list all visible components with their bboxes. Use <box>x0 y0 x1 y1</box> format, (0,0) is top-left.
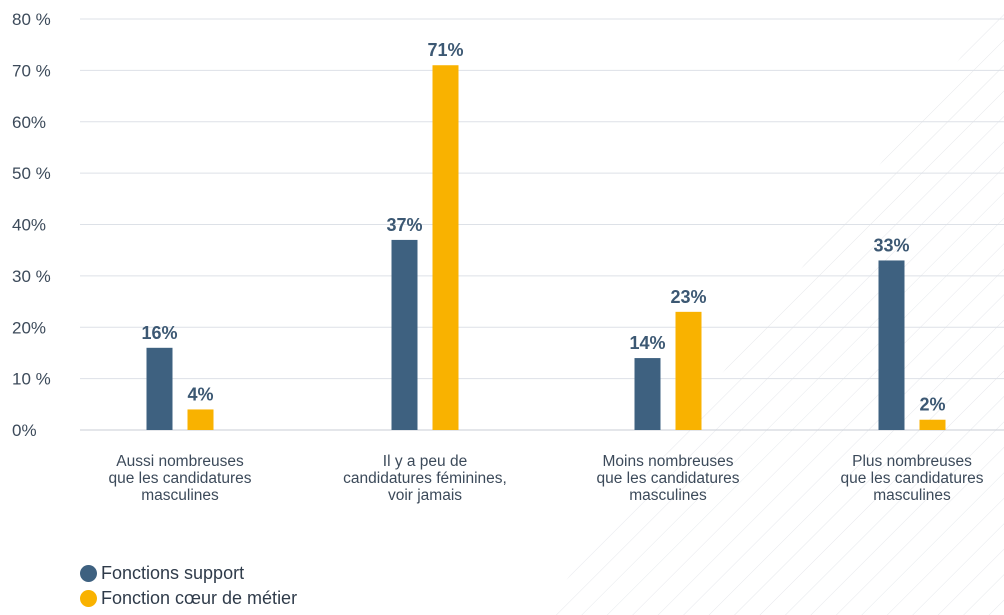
category-label: Moins nombreuses que les candidatures ma… <box>596 453 740 504</box>
data-label: 2% <box>919 395 945 415</box>
data-label: 23% <box>670 287 706 307</box>
background-hatch <box>540 0 1004 615</box>
y-tick-label: 50 % <box>12 164 51 183</box>
bar <box>634 358 661 430</box>
y-tick-label: 60% <box>12 113 46 132</box>
data-label: 4% <box>187 384 213 404</box>
y-tick-label: 10 % <box>12 370 51 389</box>
bar <box>919 419 946 430</box>
y-tick-label: 30 % <box>12 267 51 286</box>
legend-label-support: Fonctions support <box>101 563 245 583</box>
bar <box>878 260 905 430</box>
legend-label-coeur-de-metier: Fonction cœur de métier <box>101 588 298 608</box>
bar <box>432 65 459 431</box>
bar <box>675 311 702 430</box>
category-label: Il y a peu de candidatures féminines, vo… <box>343 453 507 504</box>
legend-swatch-support <box>80 565 97 582</box>
data-label: 71% <box>427 40 463 60</box>
legend-item-coeur-de-metier: Fonction cœur de métier <box>80 586 297 611</box>
y-tick-label: 70 % <box>12 61 51 80</box>
y-tick-label: 40% <box>12 216 46 235</box>
category-label: Plus nombreuses que les candidatures mas… <box>840 453 984 504</box>
legend-swatch-coeur-de-metier <box>80 590 97 607</box>
legend: Fonctions support Fonction cœur de métie… <box>80 561 297 611</box>
data-label: 33% <box>873 235 909 255</box>
y-tick-label: 80 % <box>12 10 51 29</box>
category-label: Aussi nombreuses que les candidatures ma… <box>108 453 252 504</box>
data-label: 37% <box>386 215 422 235</box>
data-label: 16% <box>141 323 177 343</box>
bar <box>187 409 214 430</box>
y-tick-label: 20% <box>12 318 46 337</box>
bar <box>391 239 418 430</box>
bar <box>146 347 173 430</box>
data-label: 14% <box>629 333 665 353</box>
y-tick-label: 0% <box>12 421 37 440</box>
legend-item-support: Fonctions support <box>80 561 297 586</box>
